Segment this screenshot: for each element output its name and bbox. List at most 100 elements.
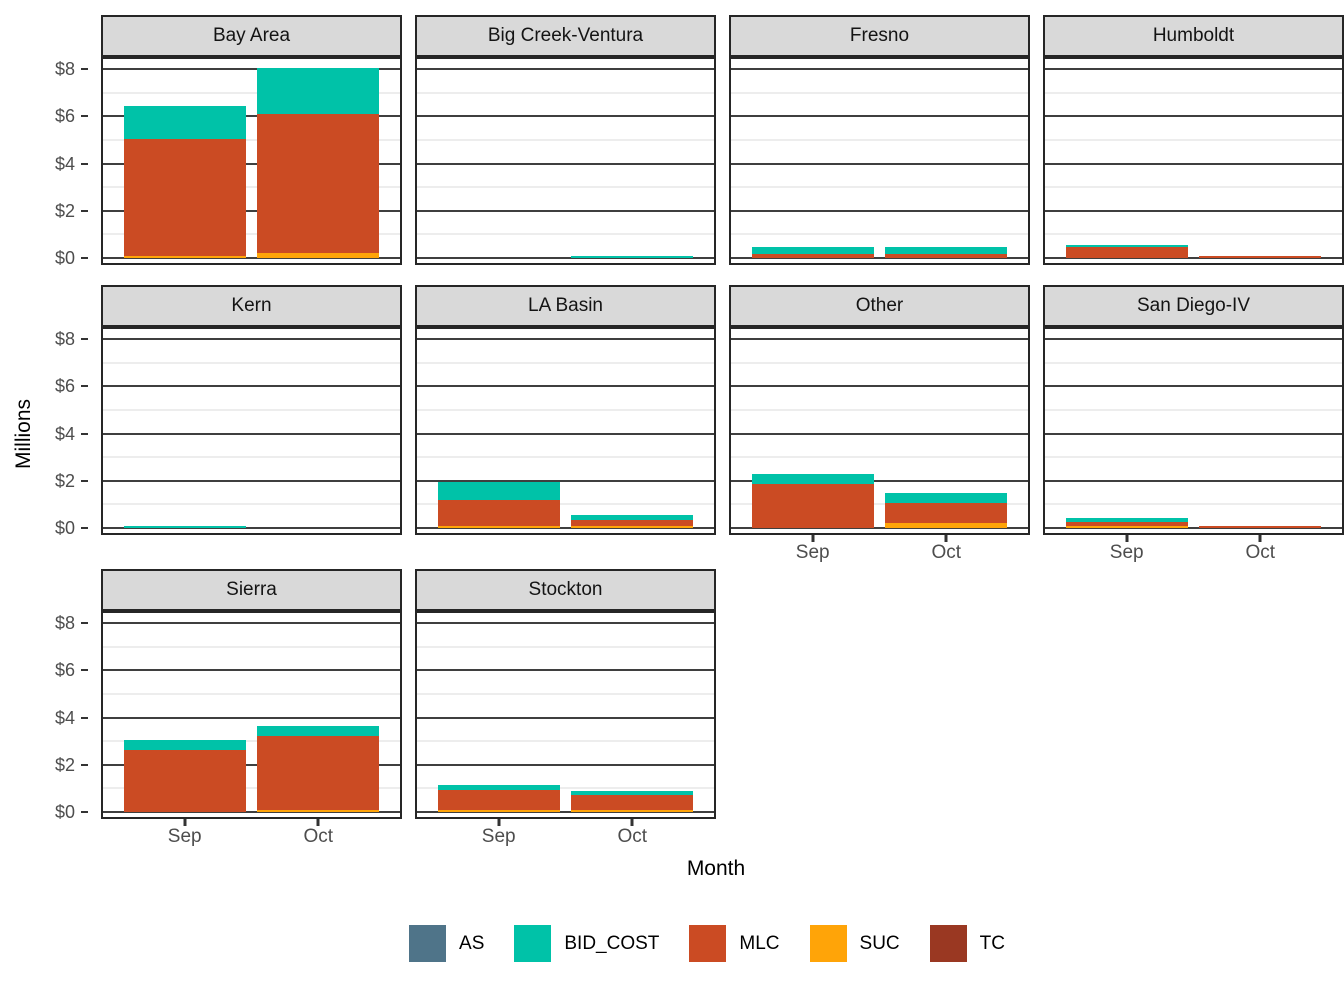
y-tick-mark (81, 811, 88, 813)
x-tick-label: Oct (1245, 542, 1276, 563)
major-gridline (731, 432, 1028, 435)
bar-segment-bid-cost (1065, 517, 1188, 522)
major-gridline (1045, 162, 1342, 165)
major-gridline (731, 479, 1028, 482)
y-tick-mark (81, 763, 88, 766)
bar-segment-bid-cost (123, 740, 246, 751)
y-tick-mark (81, 432, 88, 435)
bar-segment-suc (571, 525, 694, 528)
bar-segment-bid-cost (437, 785, 560, 791)
facet-sierra: Sierra Sep Oct (101, 569, 402, 853)
facet-humboldt: Humboldt (1043, 15, 1344, 265)
facet-strip: Kern (101, 285, 402, 327)
x-tick-label: Sep (1109, 542, 1144, 563)
minor-gridline (731, 233, 1028, 236)
y-tick-label: $2 (54, 200, 75, 221)
x-tick-mark (1125, 535, 1129, 542)
minor-gridline (731, 456, 1028, 459)
major-gridline (417, 669, 714, 672)
facet-strip: Other (729, 285, 1030, 327)
facet-kern: Kern (101, 285, 402, 535)
minor-gridline (103, 233, 400, 236)
bar-segment-bid-cost (123, 105, 246, 139)
minor-gridline (731, 409, 1028, 411)
major-gridline (731, 527, 1028, 529)
major-gridline (731, 115, 1028, 118)
major-gridline (417, 68, 714, 71)
minor-gridline (103, 456, 400, 459)
major-gridline (103, 68, 400, 71)
minor-gridline (417, 233, 714, 236)
bar-segment-mlc (1199, 525, 1322, 528)
facet-row: $0 $2 $4 $6 $8 Sierra Sep Oct Stockton Sep Oct (0, 569, 1344, 853)
minor-gridline (417, 91, 714, 94)
y-tick-mark (81, 385, 88, 388)
minor-gridline (1045, 361, 1342, 364)
y-tick-label: $6 (54, 376, 75, 397)
major-gridline (1045, 385, 1342, 388)
bar-segment-suc (1065, 525, 1188, 528)
y-tick-mark (81, 669, 88, 672)
major-gridline (417, 209, 714, 212)
legend-key-swatch (409, 925, 447, 962)
minor-gridline (731, 91, 1028, 94)
x-axis: Sep Oct (1043, 535, 1344, 569)
x-tick-label: Oct (617, 826, 648, 847)
minor-gridline (731, 361, 1028, 364)
bar-segment-mlc (1065, 247, 1188, 258)
bar-segment-bid-cost (751, 247, 874, 254)
bar-segment-suc (257, 253, 380, 258)
bar-segment-mlc (257, 735, 380, 810)
facet-panel (415, 611, 716, 819)
facet-big-creek-ventura: Big Creek-Ventura (415, 15, 716, 265)
x-tick-mark (944, 535, 948, 542)
minor-gridline (417, 409, 714, 411)
minor-gridline (417, 139, 714, 141)
bar-segment-suc (885, 522, 1008, 528)
major-gridline (731, 338, 1028, 341)
y-tick-mark (81, 622, 88, 625)
y-tick-mark (81, 716, 88, 719)
facet-other: Other Sep Oct (729, 285, 1030, 569)
y-tick-label: $0 (54, 248, 75, 268)
major-gridline (731, 209, 1028, 212)
bar-segment-bid-cost (751, 473, 874, 484)
y-tick-label: $4 (54, 153, 75, 174)
x-tick-label: Oct (931, 542, 962, 563)
major-gridline (103, 385, 400, 388)
facet-la-basin: LA Basin (415, 285, 716, 535)
x-axis: Sep Oct (729, 535, 1030, 569)
major-gridline (731, 257, 1028, 259)
major-gridline (1045, 209, 1342, 212)
y-tick-mark (81, 162, 88, 165)
minor-gridline (1045, 503, 1342, 506)
y-tick-mark (81, 115, 88, 118)
facet-strip: LA Basin (415, 285, 716, 327)
x-tick-mark (630, 819, 634, 826)
major-gridline (103, 811, 400, 813)
legend-item-mlc: MLC (689, 925, 780, 962)
major-gridline (731, 162, 1028, 165)
y-axis-title: Millions (12, 398, 35, 470)
x-axis: Sep Oct (101, 819, 402, 853)
bar-segment-bid-cost (437, 481, 560, 500)
major-gridline (103, 432, 400, 435)
bar-segment-mlc (1065, 521, 1188, 526)
major-gridline (417, 432, 714, 435)
major-gridline (417, 162, 714, 165)
minor-gridline (103, 186, 400, 189)
facet-panel (415, 57, 716, 265)
major-gridline (103, 479, 400, 482)
y-tick-label: $6 (54, 660, 75, 681)
minor-gridline (417, 787, 714, 790)
minor-gridline (417, 693, 714, 695)
y-tick-label: $6 (54, 106, 75, 127)
y-tick-mark (81, 527, 88, 529)
minor-gridline (103, 645, 400, 648)
bar-segment-mlc (257, 114, 380, 254)
facet-title: Stockton (528, 579, 603, 600)
y-axis: $0 $2 $4 $6 $8 (0, 15, 88, 268)
bar-segment-mlc (437, 499, 560, 526)
legend-key-swatch (689, 925, 727, 962)
